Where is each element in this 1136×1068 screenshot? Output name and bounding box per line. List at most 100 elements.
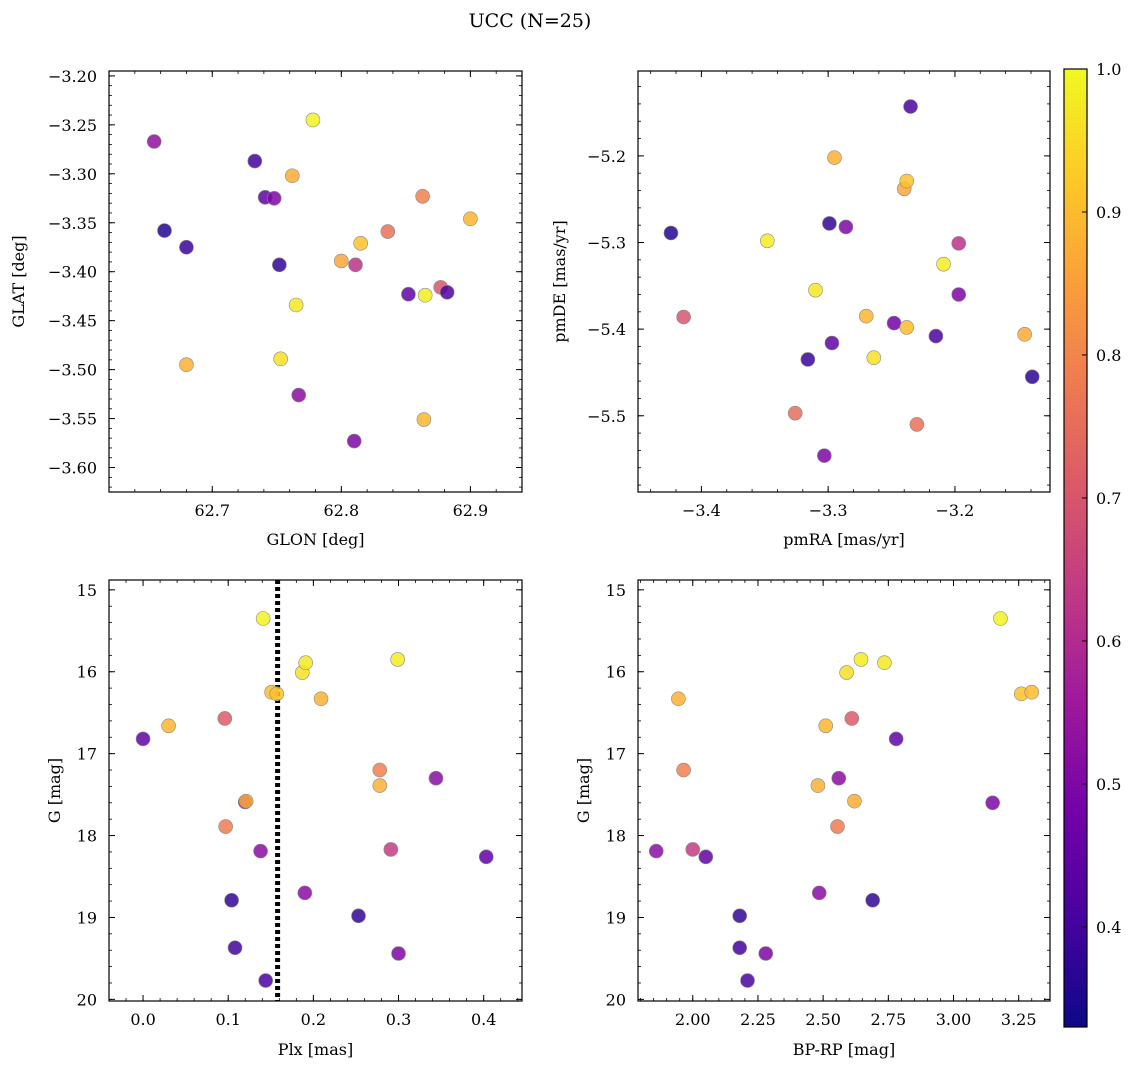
data-point <box>985 795 1000 811</box>
data-point <box>353 236 368 251</box>
data-point <box>831 770 847 786</box>
panel-4: 2.00 2.25 2.50 2.75 3.00 3.25 15 16 17 18 19 20 BP-R… <box>574 579 1051 1059</box>
axes-frame <box>637 70 1051 493</box>
data-point <box>372 778 388 793</box>
data-point <box>258 973 273 988</box>
y-tick-label: −3.25 <box>48 116 97 135</box>
data-point <box>253 843 268 859</box>
colorbar-tick-label: 0.9 <box>1096 203 1121 222</box>
data-point <box>698 849 714 865</box>
data-point <box>865 892 880 908</box>
data-point <box>334 253 349 269</box>
y-tick-label: 15 <box>606 581 626 600</box>
figure-title: UCC (N=25) <box>469 10 592 32</box>
y-tick-label: −3.60 <box>48 459 97 478</box>
axes-frame <box>108 579 523 1002</box>
data-point <box>1024 684 1040 700</box>
data-point <box>648 843 664 859</box>
axes-frame <box>637 579 1051 1002</box>
data-point <box>827 150 842 165</box>
data-point <box>247 153 263 169</box>
data-point <box>224 892 239 908</box>
data-point <box>305 112 321 128</box>
data-point <box>847 793 862 809</box>
data-point <box>255 611 271 626</box>
data-point <box>787 405 803 421</box>
data-point <box>676 762 691 778</box>
colorbar-tick-label: 1.0 <box>1096 60 1121 79</box>
y-tick-label: 16 <box>606 663 626 682</box>
data-point <box>346 433 362 449</box>
data-point <box>903 99 918 114</box>
data-point <box>135 731 151 747</box>
x-tick-label: 62.8 <box>324 501 360 520</box>
data-point <box>810 778 826 793</box>
data-point <box>732 940 747 956</box>
data-point <box>217 711 233 726</box>
data-point <box>273 351 288 367</box>
data-point <box>269 686 285 702</box>
y-tick-label: −3.55 <box>48 410 97 429</box>
x-axis-label: pmRA [mas/yr] <box>783 530 905 549</box>
colorbar: 0.4 0.5 0.6 0.7 0.8 0.9 1.0 <box>1063 60 1121 1028</box>
data-point <box>808 282 823 298</box>
x-axis-label: GLON [deg] <box>266 530 364 549</box>
x-tick-label: 0.0 <box>130 1010 155 1029</box>
data-point <box>844 711 860 726</box>
y-tick-label: 18 <box>606 827 626 846</box>
data-point <box>899 320 915 335</box>
data-point <box>758 946 774 961</box>
y-axis-label: pmDE [mas/yr] <box>550 220 569 343</box>
data-point <box>951 236 967 251</box>
data-point <box>157 223 172 238</box>
data-point <box>818 718 834 734</box>
data-point <box>663 225 679 241</box>
data-point <box>740 973 755 988</box>
data-point <box>824 335 840 351</box>
data-point <box>383 842 399 857</box>
y-tick-label: −3.20 <box>48 67 97 86</box>
data-point <box>272 257 287 273</box>
data-point <box>676 309 691 325</box>
x-axis-label: BP-RP [mag] <box>793 1040 895 1059</box>
data-point <box>179 239 194 255</box>
panel-1: 62.7 62.8 62.9 −3.60 −3.55 −3.50 −3.45 −3.40 −3.… <box>9 67 523 549</box>
y-tick-label: 17 <box>606 745 626 764</box>
y-axis-label: GLAT [deg] <box>9 235 28 327</box>
y-axis-label: G [mag] <box>574 758 593 823</box>
data-point <box>478 849 494 865</box>
data-point <box>179 357 194 373</box>
data-point <box>218 819 233 834</box>
data-point <box>439 284 455 300</box>
data-point <box>817 448 832 463</box>
panel-2: −3.4 −3.3 −3.2 −5.5 −5.4 −5.3 −5.2 pmRA [mas/yr… <box>550 70 1051 549</box>
data-point <box>238 793 254 809</box>
x-tick-label: 2.25 <box>740 1010 776 1029</box>
data-point <box>428 770 444 786</box>
y-tick-label: 17 <box>77 745 97 764</box>
x-tick-label: 0.3 <box>386 1010 411 1029</box>
data-point <box>886 315 902 331</box>
x-tick-label: 2.50 <box>805 1010 841 1029</box>
data-point <box>1024 369 1040 385</box>
data-point <box>685 842 701 857</box>
data-point <box>866 350 882 366</box>
y-tick-label: −3.40 <box>48 263 97 282</box>
x-tick-label: 2.75 <box>871 1010 907 1029</box>
y-tick-label: 19 <box>77 908 97 927</box>
y-tick-label: −5.4 <box>587 320 626 339</box>
x-tick-label: −3.4 <box>682 501 721 520</box>
y-tick-label: −5.2 <box>587 147 626 166</box>
x-tick-label: 62.9 <box>453 501 489 520</box>
data-point <box>146 134 162 149</box>
y-tick-label: −5.5 <box>587 407 626 426</box>
data-point <box>348 257 363 273</box>
data-point <box>288 297 304 313</box>
data-point <box>936 256 951 272</box>
x-axis-label: Plx [mas] <box>278 1040 353 1059</box>
data-point <box>838 219 854 235</box>
x-tick-label: 0.2 <box>301 1010 326 1029</box>
colorbar-tick-label: 0.6 <box>1096 632 1121 651</box>
data-point <box>297 885 313 901</box>
